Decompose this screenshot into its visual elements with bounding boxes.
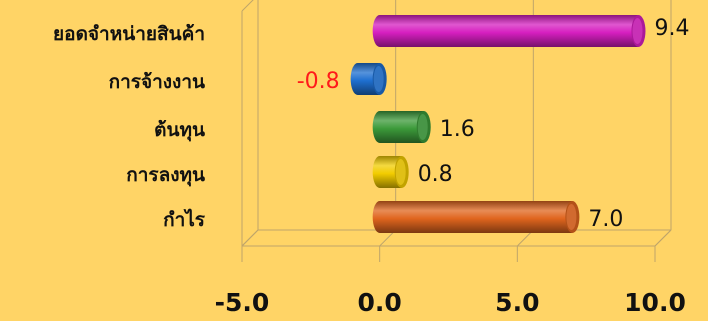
value-axis <box>241 246 656 262</box>
value-label: 9.4 <box>654 16 689 41</box>
bars <box>350 15 646 233</box>
bar-cap-start <box>372 111 387 143</box>
floor-gridline <box>241 229 259 247</box>
bar-1 <box>372 15 646 47</box>
tick-label: 0.0 <box>358 288 402 317</box>
tick-label: 5.0 <box>495 288 539 317</box>
bar-cap-highlight <box>566 204 577 230</box>
value-labels: 9.4 -0.8 1.6 0.8 7.0 <box>297 16 690 232</box>
category-label: การจ้างงาน <box>109 71 205 93</box>
value-label: 0.8 <box>418 162 453 187</box>
tick-labels: -5.0 0.0 5.0 10.0 <box>215 288 686 317</box>
bar-cap-highlight <box>632 18 643 44</box>
category-labels: ยอดจำหน่ายสินค้าการจ้างงานต้นทุนการลงทุน… <box>53 23 206 231</box>
value-label: 7.0 <box>588 207 623 232</box>
bar-2 <box>350 63 387 95</box>
category-label: กำไร <box>163 208 206 231</box>
bar-body <box>379 201 573 233</box>
bar-body <box>379 111 424 143</box>
bar-cap-highlight <box>373 66 384 92</box>
bar-cap-start <box>372 156 387 188</box>
bar-body <box>379 15 639 47</box>
bar-cap-highlight <box>395 159 406 185</box>
floor-gridline <box>654 229 672 247</box>
bar-cap-highlight <box>417 114 428 140</box>
side-wall-top <box>241 0 254 12</box>
category-label: ต้นทุน <box>154 119 205 142</box>
category-label: ยอดจำหน่ายสินค้า <box>53 23 205 45</box>
category-label: การลงทุน <box>126 164 205 187</box>
value-label: -0.8 <box>297 69 340 94</box>
bar-5 <box>372 201 580 233</box>
bar-3 <box>372 111 431 143</box>
bar-4 <box>372 156 409 188</box>
tick-label: -5.0 <box>215 288 270 317</box>
bar-cap-start <box>372 15 387 47</box>
tick-label: 10.0 <box>624 288 686 317</box>
bar-cap-start <box>350 63 365 95</box>
value-label: 1.6 <box>440 117 475 142</box>
bar-cap-start <box>372 201 387 233</box>
